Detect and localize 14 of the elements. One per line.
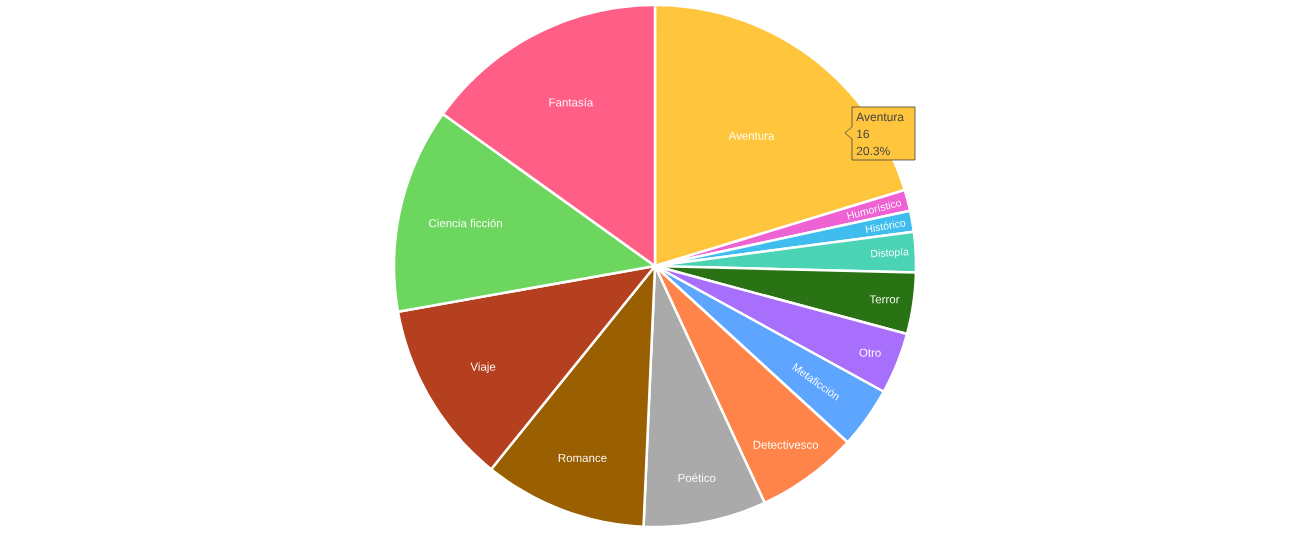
slice-label: Otro — [859, 348, 881, 357]
slice-label: Distopía — [871, 247, 910, 259]
slice-label: Fantasía — [549, 97, 594, 107]
slice-label: Poético — [678, 473, 716, 483]
text: 20.3% — [856, 146, 890, 156]
slice-label: Terror — [869, 295, 900, 304]
slice-label: Histórico — [865, 220, 906, 233]
slice-label: Romance — [558, 453, 607, 463]
slice-label: Viaje — [470, 362, 496, 374]
slice-label: Aventura — [728, 131, 775, 140]
text: Aventura — [856, 112, 905, 122]
slice-label: Detectivesco — [753, 440, 819, 449]
text: 16 — [857, 129, 870, 139]
slice-label: Ciencia ficción — [429, 218, 502, 228]
